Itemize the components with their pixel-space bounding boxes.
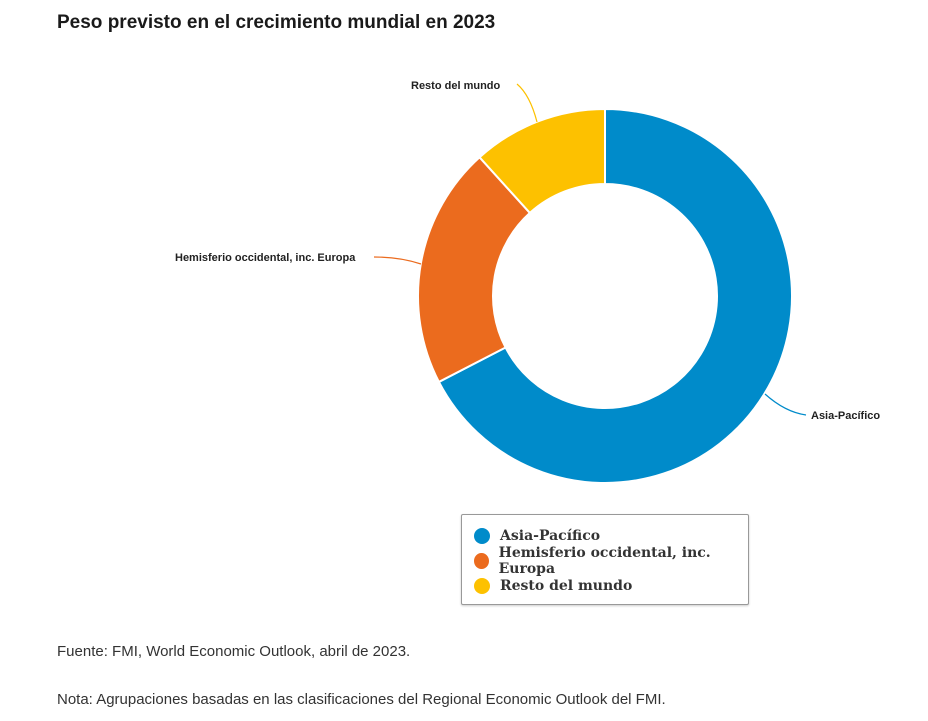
legend: Asia-Pacífico Hemisferio occidental, inc… — [461, 514, 749, 605]
legend-item-hemisferio[interactable]: Hemisferio occidental, inc. Europa — [474, 545, 748, 577]
donut-slice-1[interactable] — [417, 155, 532, 384]
leader-line-resto — [516, 83, 538, 123]
leader-line-asia — [764, 393, 807, 416]
footnote: Nota: Agrupaciones basadas en las clasif… — [57, 691, 666, 708]
donut-slice-2[interactable] — [478, 107, 606, 215]
source-note: Fuente: FMI, World Economic Outlook, abr… — [57, 643, 411, 660]
leader-line-hemisferio — [373, 256, 422, 265]
chart-title: Peso previsto en el crecimiento mundial … — [57, 12, 496, 33]
data-label-asia: Asia-Pacífico — [811, 410, 881, 422]
donut-slice-0[interactable] — [437, 107, 793, 484]
data-label-resto: Resto del mundo — [411, 80, 501, 92]
legend-item-asia[interactable]: Asia-Pacífico — [474, 523, 748, 548]
data-label-hemisferio: Hemisferio occidental, inc. Europa — [175, 252, 356, 264]
legend-marker — [474, 552, 489, 569]
legend-marker — [474, 577, 490, 594]
legend-item-resto[interactable]: Resto del mundo — [474, 573, 748, 598]
legend-marker — [474, 527, 490, 544]
